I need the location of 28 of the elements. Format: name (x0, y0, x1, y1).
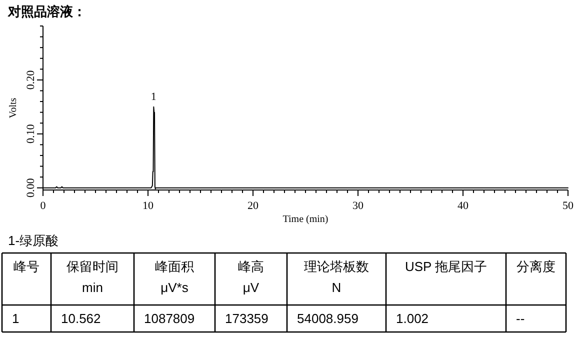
x-tick-label: 10 (142, 200, 154, 212)
text: 峰面积 μV*s (155, 259, 194, 295)
text: 1.002 (396, 311, 429, 326)
x-tick-label: 0 (40, 200, 46, 212)
text: 10.562 (61, 311, 101, 326)
text: USP 拖尾因子 (404, 259, 488, 274)
text: 峰高 μV (238, 259, 264, 295)
x-tick-label: 50 (562, 200, 574, 212)
x-tick-label: 40 (458, 200, 469, 212)
text: 理论塔板数 N (304, 259, 369, 295)
text: 1087809 (144, 311, 195, 326)
chart-title: 对照品溶液： (7, 4, 86, 19)
text: 峰号 (14, 259, 40, 274)
y-tick-label: 0.10 (25, 124, 37, 144)
text: -- (516, 311, 525, 326)
x-axis-title: Time (min) (282, 214, 328, 225)
text: 54008.959 (297, 311, 358, 326)
text: 1-绿原酸 (8, 233, 59, 248)
text: 分离度 (516, 259, 556, 274)
annotation: 1 (150, 90, 156, 103)
x-tick-label: 20 (248, 200, 259, 212)
y-tick-label: 0.00 (25, 178, 37, 198)
text: 1 (12, 311, 20, 326)
y-axis-title: Volts (8, 98, 19, 118)
text: 保留时间 min (66, 259, 118, 295)
text: 173359 (225, 311, 268, 326)
x-tick-label: 30 (352, 200, 364, 212)
y-tick-label: 0.20 (25, 70, 37, 90)
